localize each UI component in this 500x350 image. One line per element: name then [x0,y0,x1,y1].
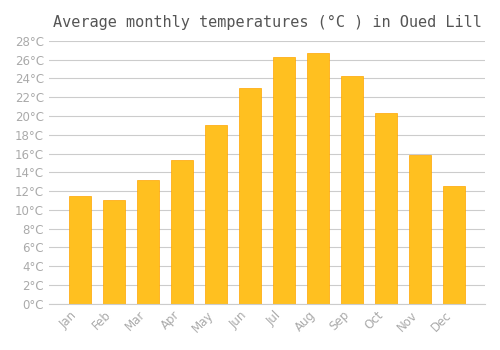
Bar [375,113,397,304]
Bar [409,155,431,304]
Bar [137,180,159,304]
Bar [205,125,227,304]
Bar [273,57,295,304]
Bar [239,88,261,304]
Bar [341,76,363,304]
Bar [171,160,193,304]
Title: Average monthly temperatures (°C ) in Oued Lill: Average monthly temperatures (°C ) in Ou… [52,15,482,30]
Bar [69,196,91,304]
Bar [307,53,329,304]
Bar [103,201,125,304]
Bar [443,187,465,304]
